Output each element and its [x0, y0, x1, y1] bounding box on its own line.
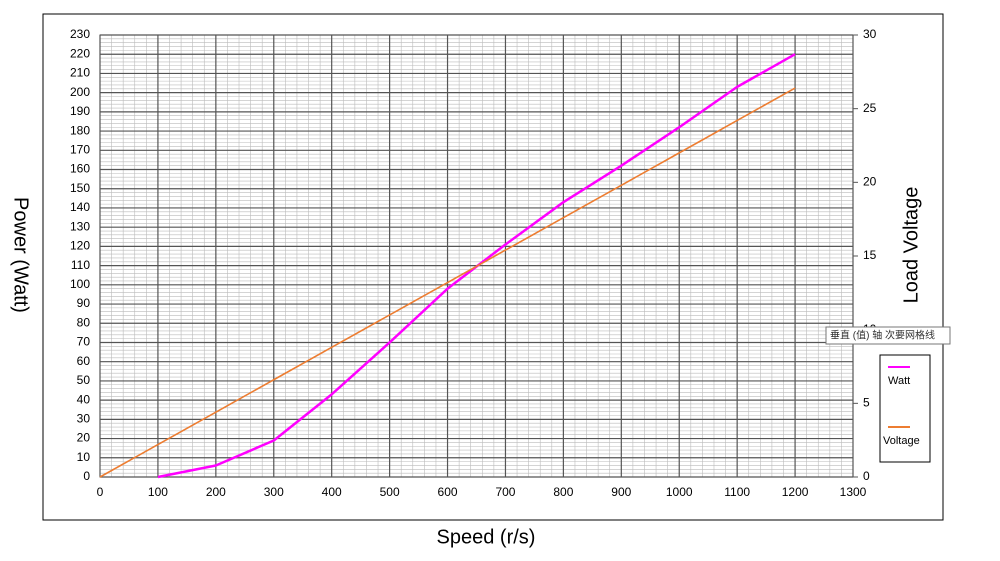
y-tick-label: 180: [70, 123, 90, 137]
legend-box: [879, 354, 931, 463]
y-tick-label: 160: [70, 162, 90, 176]
y2-tick-label: 25: [863, 101, 877, 115]
x-axis-title: Speed (r/s): [437, 526, 536, 548]
x-tick-label: 700: [495, 485, 515, 499]
plot-background: [100, 35, 853, 477]
tooltip-text: 垂直 (值) 轴 次要网格线: [830, 329, 935, 342]
x-tick-label: 300: [264, 485, 284, 499]
y-tick-label: 200: [70, 85, 90, 99]
y-tick-label: 210: [70, 66, 90, 80]
x-tick-label: 1100: [724, 485, 750, 499]
x-tick-label: 800: [553, 485, 573, 499]
y-tick-label: 10: [77, 450, 91, 464]
y-tick-label: 110: [71, 258, 90, 272]
y2-tick-label: 20: [863, 175, 877, 189]
y-tick-label: 220: [70, 46, 90, 60]
y-tick-label: 170: [70, 142, 90, 156]
x-tick-label: 1000: [666, 485, 693, 499]
x-tick-label: 500: [380, 485, 400, 499]
y-tick-label: 90: [77, 296, 91, 310]
y-tick-label: 30: [77, 412, 91, 426]
y-tick-label: 50: [77, 373, 91, 387]
x-tick-label: 900: [611, 485, 631, 499]
y-tick-label: 100: [70, 277, 90, 291]
y-tick-label: 80: [77, 315, 91, 329]
y-tick-label: 60: [77, 354, 91, 368]
y-tick-label: 0: [83, 469, 90, 483]
y-tick-label: 230: [70, 27, 90, 41]
y2-tick-label: 15: [863, 248, 877, 262]
y-tick-label: 20: [77, 431, 91, 445]
series-line: [99, 87, 796, 478]
y2-tick-label: 30: [863, 27, 877, 41]
plot-border: [99, 34, 854, 478]
y-tick-label: 70: [77, 335, 91, 349]
y-tick-label: 40: [77, 392, 91, 406]
legend-label: Voltage: [883, 435, 920, 447]
x-tick-label: 0: [97, 485, 104, 499]
x-tick-label: 1200: [782, 485, 809, 499]
x-tick-label: 400: [322, 485, 342, 499]
chart-frame: [42, 13, 944, 521]
y-tick-label: 190: [70, 104, 90, 118]
y-tick-label: 120: [70, 239, 90, 253]
x-tick-label: 100: [148, 485, 168, 499]
y2-tick-label: 0: [863, 469, 870, 483]
legend-label: Watt: [888, 375, 910, 387]
y2-tick-label: 5: [863, 396, 870, 410]
tooltip-box: [825, 326, 951, 345]
x-tick-label: 600: [438, 485, 458, 499]
x-tick-label: 200: [206, 485, 226, 499]
y-tick-label: 150: [70, 181, 90, 195]
x-tick-label: 1300: [840, 485, 867, 499]
y-tick-label: 130: [70, 219, 90, 233]
y-axis-title: Power (Watt): [10, 197, 32, 313]
y-tick-label: 140: [70, 200, 90, 214]
y2-axis-title: Load Voltage: [900, 187, 922, 304]
